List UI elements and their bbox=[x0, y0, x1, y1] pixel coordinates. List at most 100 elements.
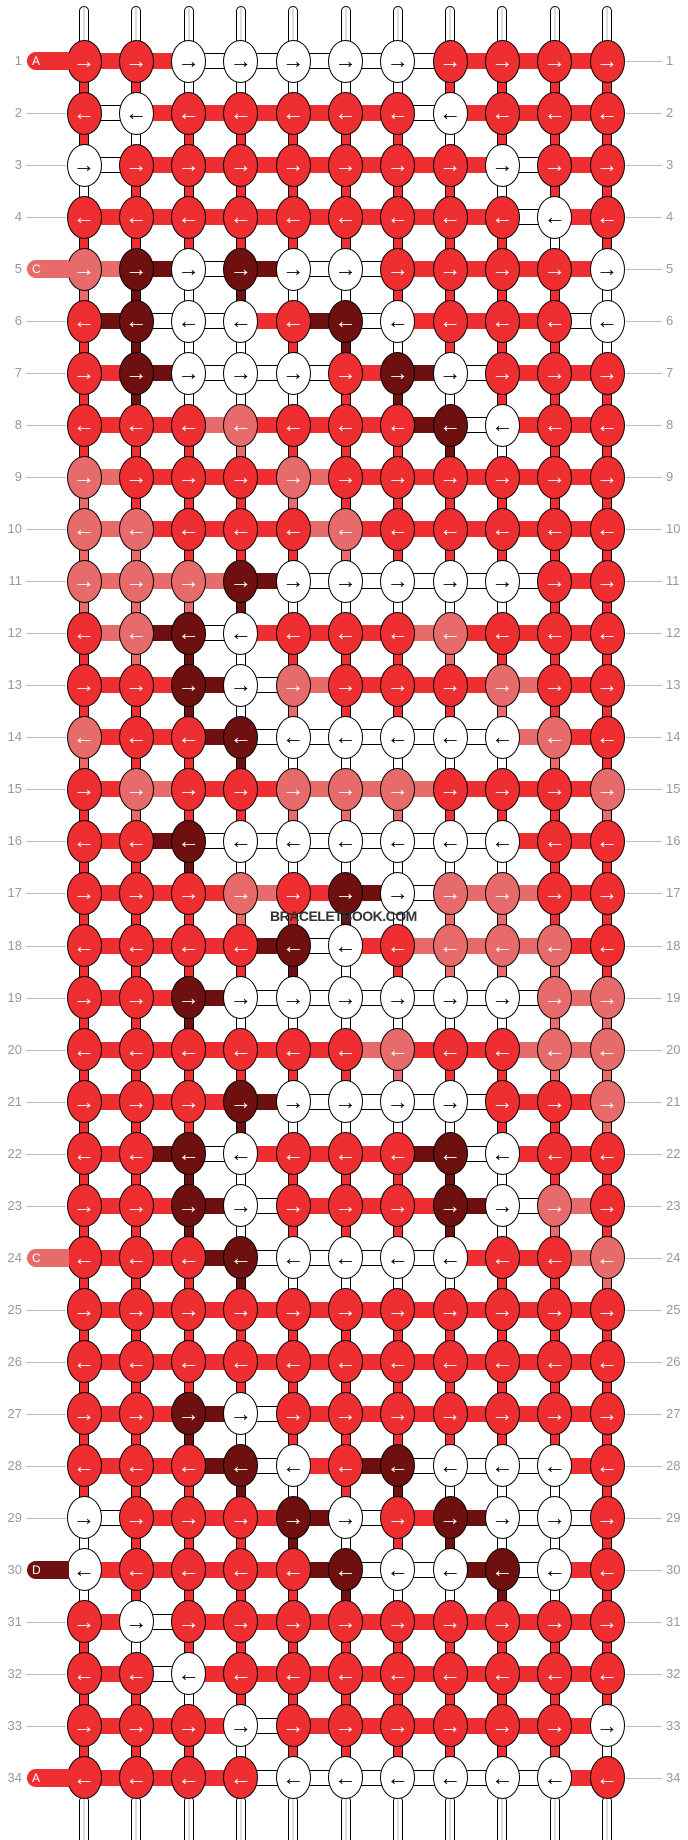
knot[interactable]: ← bbox=[118, 1340, 154, 1384]
knot[interactable]: ← bbox=[484, 1028, 520, 1072]
knot[interactable]: ← bbox=[328, 1652, 363, 1696]
knot[interactable]: ← bbox=[328, 91, 363, 135]
knot[interactable]: ← bbox=[537, 1236, 573, 1280]
knot[interactable]: ← bbox=[432, 507, 468, 551]
knot[interactable]: → bbox=[328, 1184, 363, 1228]
knot[interactable]: → bbox=[484, 351, 520, 395]
knot[interactable]: ← bbox=[223, 403, 259, 447]
knot[interactable]: ← bbox=[432, 611, 468, 655]
knot[interactable]: → bbox=[380, 1080, 416, 1124]
knot[interactable]: → bbox=[66, 976, 102, 1020]
knot[interactable]: ← bbox=[275, 1236, 311, 1280]
knot[interactable]: → bbox=[118, 247, 154, 291]
knot[interactable]: → bbox=[589, 351, 625, 395]
knot[interactable]: ← bbox=[380, 1548, 416, 1592]
knot[interactable]: → bbox=[380, 351, 416, 395]
knot[interactable]: → bbox=[432, 247, 468, 291]
knot[interactable]: → bbox=[432, 1392, 468, 1436]
knot[interactable]: → bbox=[328, 1288, 363, 1332]
knot[interactable]: → bbox=[66, 351, 102, 395]
knot[interactable]: → bbox=[484, 39, 520, 83]
knot[interactable]: ← bbox=[118, 195, 154, 239]
knot[interactable]: → bbox=[171, 767, 207, 811]
knot[interactable]: → bbox=[484, 1080, 520, 1124]
knot[interactable]: → bbox=[223, 559, 259, 603]
knot[interactable]: ← bbox=[537, 1652, 573, 1696]
knot[interactable]: ← bbox=[118, 819, 154, 863]
knot[interactable]: → bbox=[171, 1184, 207, 1228]
knot[interactable]: → bbox=[432, 1704, 468, 1748]
knot[interactable]: → bbox=[432, 871, 468, 915]
knot[interactable]: → bbox=[66, 871, 102, 915]
knot[interactable]: ← bbox=[589, 1756, 625, 1800]
knot[interactable]: → bbox=[275, 1704, 311, 1748]
knot[interactable]: ← bbox=[66, 715, 102, 759]
knot[interactable]: ← bbox=[328, 299, 363, 343]
knot[interactable]: → bbox=[118, 39, 154, 83]
knot[interactable]: ← bbox=[66, 91, 102, 135]
knot[interactable]: → bbox=[328, 1704, 363, 1748]
knot[interactable]: → bbox=[537, 559, 573, 603]
knot[interactable]: → bbox=[380, 559, 416, 603]
knot[interactable]: ← bbox=[484, 924, 520, 967]
knot[interactable]: ← bbox=[275, 1444, 311, 1488]
knot[interactable]: → bbox=[118, 1184, 154, 1228]
knot[interactable]: ← bbox=[589, 299, 625, 343]
knot[interactable]: ← bbox=[328, 715, 363, 759]
knot[interactable]: → bbox=[537, 1392, 573, 1436]
knot[interactable]: → bbox=[589, 1496, 625, 1540]
knot[interactable]: ← bbox=[432, 924, 468, 967]
knot[interactable]: → bbox=[484, 1184, 520, 1228]
knot[interactable]: → bbox=[537, 247, 573, 291]
knot[interactable]: → bbox=[484, 1704, 520, 1748]
knot[interactable]: ← bbox=[589, 715, 625, 759]
knot[interactable]: ← bbox=[537, 1756, 573, 1800]
knot[interactable]: ← bbox=[537, 1340, 573, 1384]
knot[interactable]: → bbox=[589, 39, 625, 83]
knot[interactable]: ← bbox=[223, 819, 259, 863]
knot[interactable]: ← bbox=[432, 403, 468, 447]
knot[interactable]: ← bbox=[223, 1132, 259, 1176]
knot[interactable]: → bbox=[537, 351, 573, 395]
knot[interactable]: ← bbox=[275, 195, 311, 239]
knot[interactable]: → bbox=[380, 767, 416, 811]
knot[interactable]: ← bbox=[223, 507, 259, 551]
knot[interactable]: → bbox=[589, 767, 625, 811]
knot[interactable]: ← bbox=[66, 1132, 102, 1176]
knot[interactable]: → bbox=[171, 1080, 207, 1124]
knot[interactable]: ← bbox=[275, 1548, 311, 1592]
knot[interactable]: ← bbox=[380, 1028, 416, 1072]
knot[interactable]: → bbox=[118, 663, 154, 707]
knot[interactable]: ← bbox=[275, 1028, 311, 1072]
knot[interactable]: → bbox=[380, 1600, 416, 1644]
knot[interactable]: ← bbox=[537, 299, 573, 343]
knot[interactable]: → bbox=[223, 1184, 259, 1228]
knot[interactable]: ← bbox=[380, 1756, 416, 1800]
knot[interactable]: → bbox=[589, 1184, 625, 1228]
knot[interactable]: ← bbox=[223, 1548, 259, 1592]
knot[interactable]: → bbox=[275, 559, 311, 603]
knot[interactable]: ← bbox=[118, 1652, 154, 1696]
knot[interactable]: ← bbox=[328, 1756, 363, 1800]
knot[interactable]: → bbox=[484, 976, 520, 1020]
knot[interactable]: → bbox=[66, 1288, 102, 1332]
knot[interactable]: ← bbox=[380, 611, 416, 655]
knot[interactable]: → bbox=[171, 247, 207, 291]
knot[interactable]: → bbox=[328, 1496, 363, 1540]
knot[interactable]: ← bbox=[275, 924, 311, 967]
knot[interactable]: → bbox=[223, 1392, 259, 1436]
knot[interactable]: → bbox=[432, 976, 468, 1020]
knot[interactable]: ← bbox=[171, 299, 207, 343]
knot[interactable]: → bbox=[484, 663, 520, 707]
knot[interactable]: ← bbox=[432, 195, 468, 239]
knot[interactable]: → bbox=[537, 976, 573, 1020]
knot[interactable]: → bbox=[223, 1496, 259, 1540]
knot[interactable]: ← bbox=[589, 403, 625, 447]
knot[interactable]: → bbox=[66, 143, 102, 187]
knot[interactable]: → bbox=[223, 1288, 259, 1332]
knot[interactable]: → bbox=[275, 976, 311, 1020]
knot[interactable]: → bbox=[380, 1392, 416, 1436]
knot[interactable]: → bbox=[380, 976, 416, 1020]
knot[interactable]: → bbox=[537, 1184, 573, 1228]
knot[interactable]: ← bbox=[380, 819, 416, 863]
